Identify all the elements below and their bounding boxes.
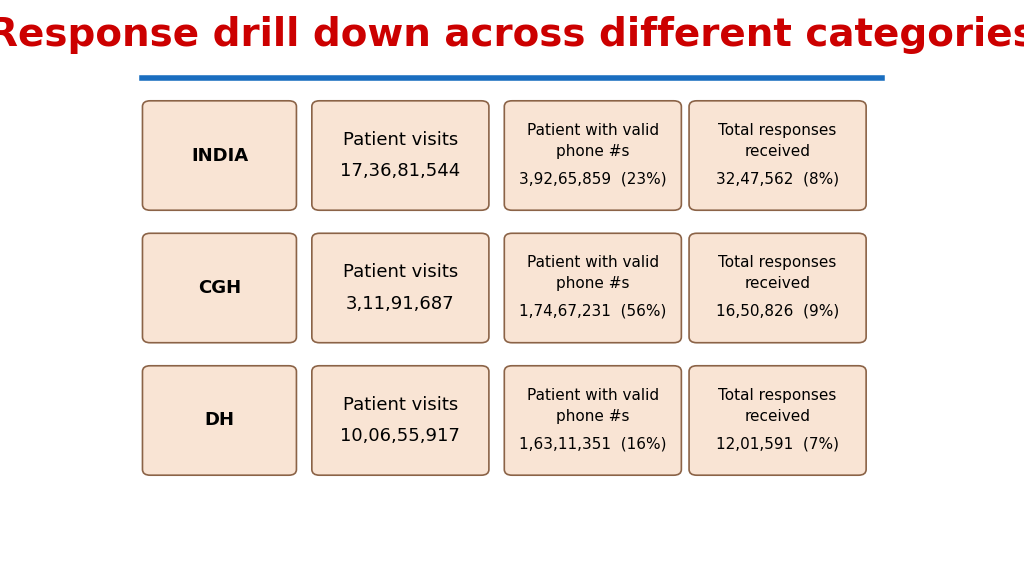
Text: 10,06,55,917: 10,06,55,917: [340, 427, 461, 445]
Text: Patient visits: Patient visits: [343, 396, 458, 414]
FancyBboxPatch shape: [312, 101, 488, 210]
Text: Patient with valid: Patient with valid: [526, 255, 658, 270]
Text: phone #s: phone #s: [556, 276, 630, 291]
Text: Patient visits: Patient visits: [343, 263, 458, 282]
FancyBboxPatch shape: [142, 366, 296, 475]
FancyBboxPatch shape: [312, 233, 488, 343]
Text: Total responses: Total responses: [719, 388, 837, 403]
FancyBboxPatch shape: [689, 101, 866, 210]
Text: Patient visits: Patient visits: [343, 131, 458, 149]
FancyBboxPatch shape: [504, 366, 681, 475]
Text: phone #s: phone #s: [556, 144, 630, 159]
Text: CGH: CGH: [198, 279, 241, 297]
Text: Total responses: Total responses: [719, 255, 837, 270]
Text: 1,74,67,231  (56%): 1,74,67,231 (56%): [519, 304, 667, 319]
Text: Total responses: Total responses: [719, 123, 837, 138]
Text: received: received: [744, 409, 811, 424]
Text: received: received: [744, 144, 811, 159]
FancyBboxPatch shape: [142, 101, 296, 210]
FancyBboxPatch shape: [142, 233, 296, 343]
FancyBboxPatch shape: [504, 101, 681, 210]
Text: Patient with valid: Patient with valid: [526, 123, 658, 138]
FancyBboxPatch shape: [312, 366, 488, 475]
Text: 16,50,826  (9%): 16,50,826 (9%): [716, 304, 840, 319]
Text: DH: DH: [205, 411, 234, 430]
Text: 1,63,11,351  (16%): 1,63,11,351 (16%): [519, 436, 667, 451]
FancyBboxPatch shape: [689, 366, 866, 475]
Text: Patient with valid: Patient with valid: [526, 388, 658, 403]
Text: phone #s: phone #s: [556, 409, 630, 424]
Text: INDIA: INDIA: [190, 146, 248, 165]
Text: Response drill down across different categories: Response drill down across different cat…: [0, 16, 1024, 54]
Text: 3,92,65,859  (23%): 3,92,65,859 (23%): [519, 171, 667, 186]
Text: 32,47,562  (8%): 32,47,562 (8%): [716, 171, 839, 186]
Text: received: received: [744, 276, 811, 291]
Text: 17,36,81,544: 17,36,81,544: [340, 162, 461, 180]
Text: 3,11,91,687: 3,11,91,687: [346, 294, 455, 313]
FancyBboxPatch shape: [504, 233, 681, 343]
Text: 12,01,591  (7%): 12,01,591 (7%): [716, 436, 839, 451]
FancyBboxPatch shape: [689, 233, 866, 343]
